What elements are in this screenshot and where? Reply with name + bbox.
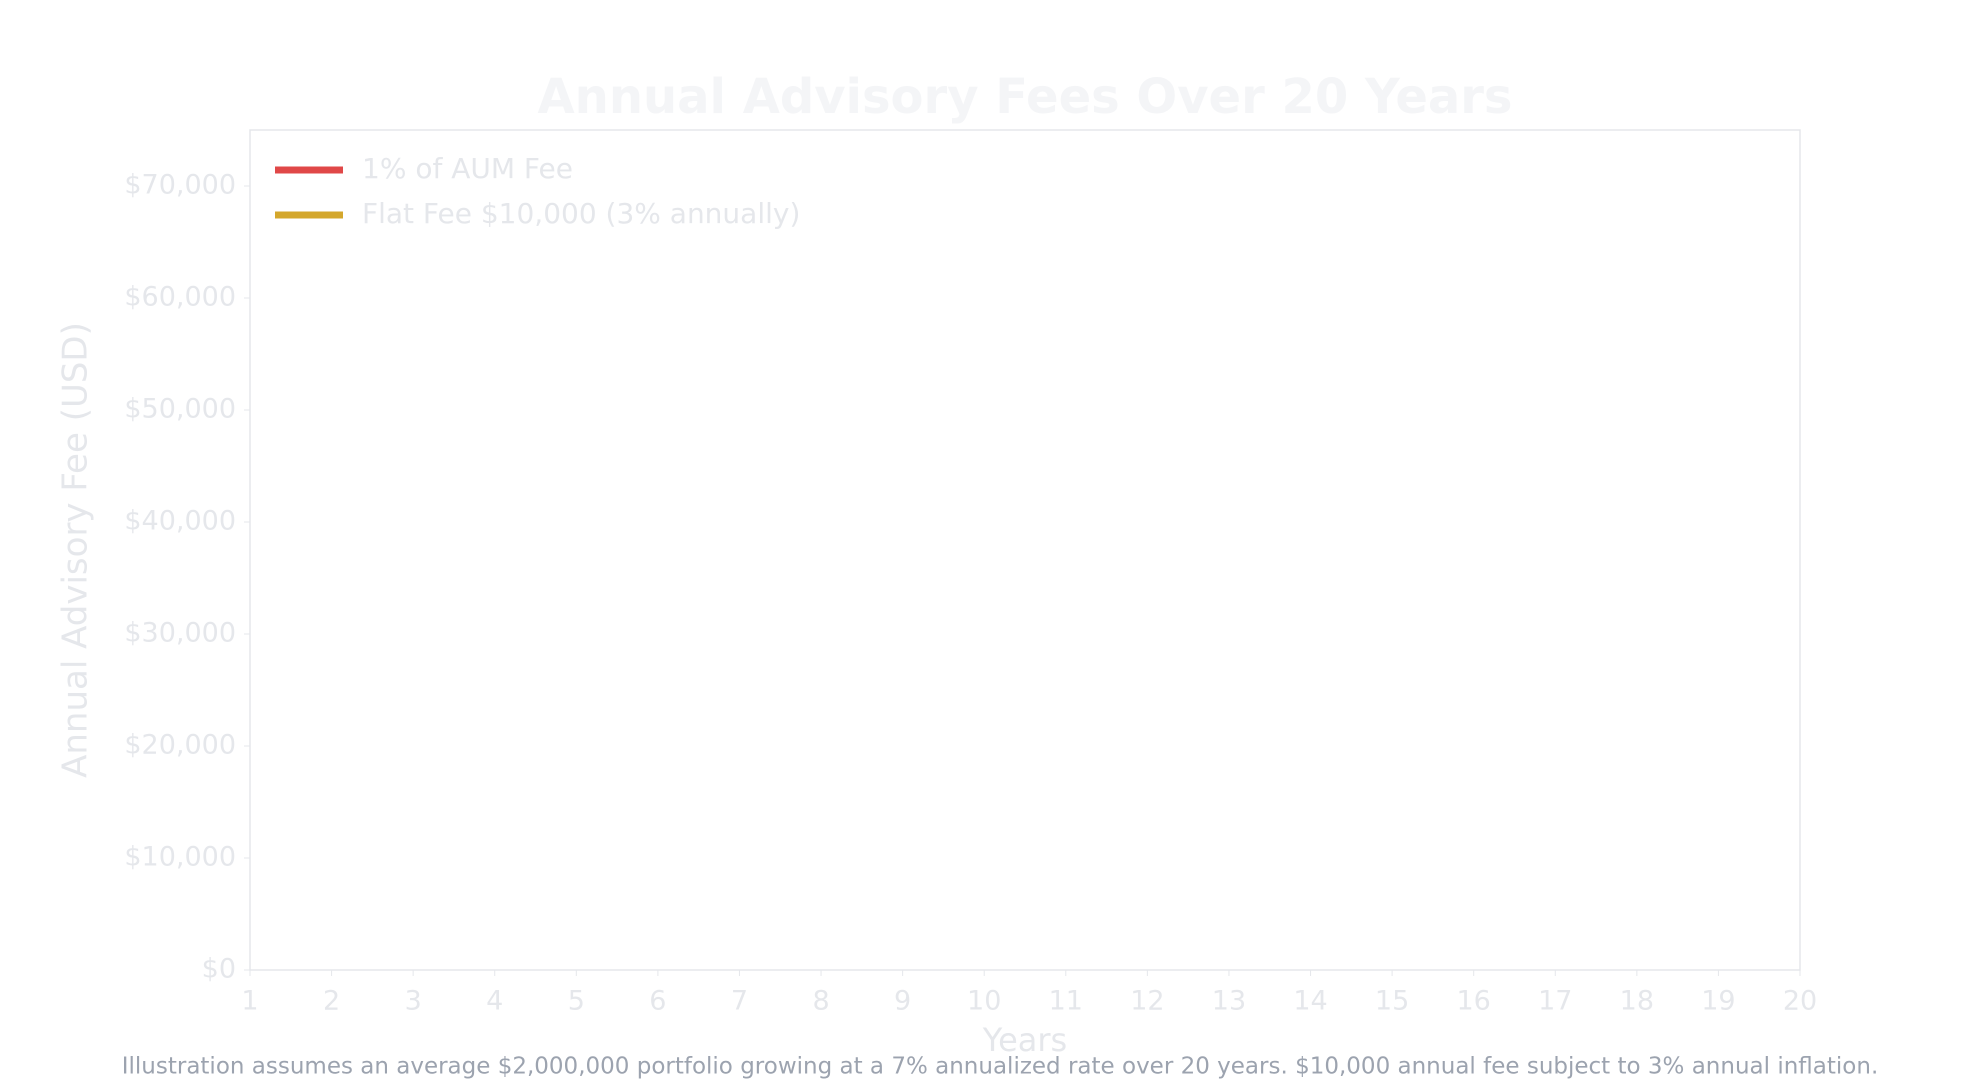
x-tick-label: 14 (1293, 986, 1327, 1017)
x-tick-label: 11 (1049, 986, 1083, 1017)
x-tick-label: 16 (1457, 986, 1491, 1017)
x-tick-label: 2 (323, 986, 340, 1017)
x-tick-label: 8 (812, 986, 829, 1017)
footnote: Illustration assumes an average $2,000,0… (122, 1054, 1879, 1080)
x-tick-label: 4 (486, 986, 503, 1017)
x-tick-label: 7 (731, 986, 748, 1017)
plot-frame (249, 129, 1801, 971)
y-axis-label: Annual Advisory Fee (USD) (56, 322, 96, 778)
legend-label: Flat Fee $10,000 (3% annually) (362, 197, 800, 230)
y-tick-label: $20,000 (124, 730, 236, 761)
y-tick-label: $0 (202, 954, 236, 985)
y-tick-label: $60,000 (124, 282, 236, 313)
x-tick-label: 6 (649, 986, 666, 1017)
x-tick-label: 13 (1212, 986, 1246, 1017)
y-tick-label: $70,000 (124, 170, 236, 201)
x-tick-label: 20 (1783, 986, 1817, 1017)
x-tick-label: 3 (405, 986, 422, 1017)
x-tick-label: 18 (1620, 986, 1654, 1017)
x-axis-label: Years (982, 1021, 1067, 1059)
x-tick-label: 17 (1538, 986, 1572, 1017)
y-tick-label: $10,000 (124, 842, 236, 873)
y-tick-label: $50,000 (124, 394, 236, 425)
chart-title: Annual Advisory Fees Over 20 Years (538, 69, 1513, 125)
y-tick-label: $30,000 (124, 618, 236, 649)
legend-label: 1% of AUM Fee (362, 152, 573, 185)
x-tick-label: 1 (241, 986, 258, 1017)
x-tick-label: 10 (967, 986, 1001, 1017)
y-tick-label: $40,000 (124, 506, 236, 537)
x-tick-label: 12 (1130, 986, 1164, 1017)
x-tick-label: 19 (1701, 986, 1735, 1017)
x-tick-label: 9 (894, 986, 911, 1017)
x-tick-label: 5 (568, 986, 585, 1017)
x-tick-label: 15 (1375, 986, 1409, 1017)
